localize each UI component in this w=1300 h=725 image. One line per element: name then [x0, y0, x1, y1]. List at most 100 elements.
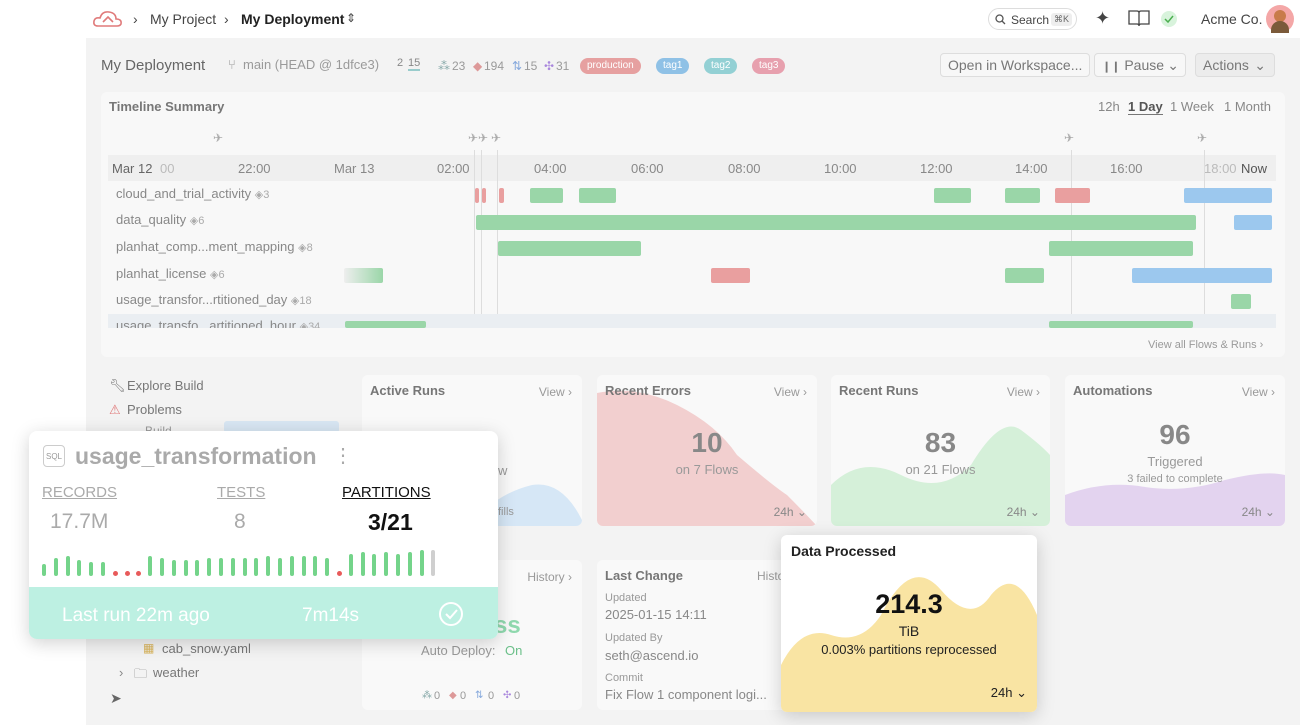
- run-bar-success[interactable]: [1049, 321, 1193, 328]
- partition-bar[interactable]: [266, 556, 271, 576]
- component-name[interactable]: usage_transformation: [75, 443, 317, 469]
- auto-deploy-value[interactable]: On: [505, 643, 523, 658]
- view-link[interactable]: View ›: [773, 385, 807, 399]
- partition-bar[interactable]: [278, 558, 282, 576]
- view-link[interactable]: View ›: [1006, 385, 1040, 399]
- records-tab[interactable]: RECORDS: [42, 484, 118, 501]
- problems-link[interactable]: Problems: [127, 402, 182, 417]
- run-bar-running[interactable]: [1184, 188, 1272, 203]
- partition-bar[interactable]: [195, 560, 200, 576]
- partition-bar[interactable]: [136, 571, 142, 576]
- book-icon[interactable]: [1128, 9, 1150, 27]
- range-select[interactable]: 24h ⌄: [773, 505, 807, 519]
- range-select[interactable]: 24h ⌄: [1006, 505, 1040, 519]
- partition-bar[interactable]: [42, 564, 46, 576]
- chevron-right-icon[interactable]: ›: [119, 665, 124, 680]
- range-select[interactable]: 24h ⌄: [990, 685, 1027, 700]
- range-1month[interactable]: 1 Month: [1224, 99, 1271, 114]
- tag-3[interactable]: tag3: [752, 58, 786, 74]
- org-name[interactable]: Acme Co.: [1201, 11, 1263, 27]
- folder-item[interactable]: weather: [153, 665, 200, 680]
- partition-bar[interactable]: [337, 571, 342, 576]
- run-bar-error[interactable]: [499, 188, 504, 203]
- pause-button[interactable]: ❙❙ Pause ⌄: [1094, 53, 1186, 77]
- run-bar-error[interactable]: [711, 268, 750, 283]
- breadcrumb-project[interactable]: My Project: [150, 11, 217, 27]
- partition-bar[interactable]: [207, 558, 212, 576]
- run-bar-success[interactable]: [1231, 294, 1251, 309]
- tag-1[interactable]: tag1: [656, 58, 690, 74]
- partition-bar[interactable]: [89, 562, 94, 576]
- sparkle-icon[interactable]: ✦: [1095, 8, 1111, 28]
- partition-bar[interactable]: [124, 571, 130, 576]
- partition-bar[interactable]: [419, 550, 424, 576]
- range-1day[interactable]: 1 Day: [1128, 99, 1163, 115]
- last-change-card[interactable]: Last Change Histo Updated 2025-01-15 14:…: [597, 560, 797, 710]
- partition-bar[interactable]: [372, 554, 377, 576]
- deploy-marker-icon[interactable]: ✈: [1064, 131, 1075, 145]
- partition-bar[interactable]: [148, 556, 153, 576]
- deploy-marker-icon[interactable]: ✈: [1197, 131, 1208, 145]
- chevron-down-icon[interactable]: ⌄: [1167, 57, 1179, 73]
- partition-bar[interactable]: [360, 552, 365, 576]
- view-all-flows-link[interactable]: View all Flows & Runs ›: [1148, 339, 1264, 351]
- partition-bar[interactable]: [313, 556, 318, 576]
- partition-bar[interactable]: [396, 554, 400, 576]
- run-bar-success[interactable]: [498, 241, 641, 256]
- file-item[interactable]: cab_snow.yaml: [162, 641, 251, 656]
- partition-bar[interactable]: [77, 560, 82, 576]
- run-bar-error[interactable]: [475, 188, 479, 203]
- partition-bar[interactable]: [254, 558, 259, 576]
- history-link[interactable]: Histo: [757, 569, 785, 583]
- avatar[interactable]: [1266, 5, 1294, 33]
- partitions-tab[interactable]: PARTITIONS: [342, 484, 431, 501]
- partition-bar[interactable]: [183, 560, 188, 576]
- breadcrumb-deployment[interactable]: My Deployment: [241, 11, 345, 27]
- run-bar-running[interactable]: [1132, 268, 1272, 283]
- run-bar-success[interactable]: [579, 188, 616, 203]
- view-link[interactable]: View ›: [1241, 385, 1275, 399]
- explore-build-link[interactable]: Explore Build: [127, 378, 204, 393]
- commit-value[interactable]: Fix Flow 1 component logi...: [605, 687, 767, 702]
- run-bar-success[interactable]: [345, 321, 426, 328]
- partition-bar[interactable]: [242, 558, 247, 576]
- partition-bar[interactable]: [53, 558, 58, 576]
- partition-bar[interactable]: [431, 550, 436, 576]
- branch-label[interactable]: main (HEAD @ 1dfce3): [243, 57, 380, 72]
- partition-bar[interactable]: [348, 554, 353, 576]
- run-bar-success[interactable]: [476, 215, 1196, 230]
- actions-button[interactable]: Actions ⌄: [1195, 53, 1275, 77]
- last-run-bar[interactable]: Last run 22m ago 7m14s: [29, 587, 498, 639]
- partition-bar[interactable]: [407, 552, 412, 576]
- tag-production[interactable]: production: [580, 58, 641, 74]
- run-bar-running[interactable]: [1234, 215, 1272, 230]
- data-processed-card[interactable]: Data Processed 214.3 TiB 0.003% partitio…: [781, 535, 1037, 712]
- partition-bar[interactable]: [230, 558, 235, 576]
- more-menu-icon[interactable]: ⋮: [333, 445, 353, 467]
- cloud-logo-icon[interactable]: [92, 8, 124, 30]
- recent-runs-card[interactable]: Recent Runs View › 83 on 21 Flows 24h ⌄: [831, 375, 1050, 526]
- range-12h[interactable]: 12h: [1098, 99, 1120, 114]
- chevron-updown-icon[interactable]: ⇕: [346, 11, 357, 25]
- flow-row-label[interactable]: planhat_license ◈6: [116, 266, 225, 281]
- partition-bar[interactable]: [171, 560, 176, 576]
- run-bar-success[interactable]: [1005, 188, 1040, 203]
- deploy-marker-icon[interactable]: ✈✈: [468, 131, 489, 145]
- run-bar-error[interactable]: [1055, 188, 1090, 203]
- tab-files[interactable]: [224, 421, 339, 433]
- partition-bar[interactable]: [65, 556, 70, 576]
- run-bar-success[interactable]: [530, 188, 563, 203]
- view-link[interactable]: View ›: [538, 385, 572, 399]
- flow-row-label[interactable]: planhat_comp...ment_mapping ◈8: [116, 239, 313, 254]
- tests-tab[interactable]: TESTS: [217, 484, 266, 501]
- history-link[interactable]: History ›: [527, 570, 572, 584]
- partition-bar[interactable]: [219, 558, 223, 576]
- partition-bar[interactable]: [289, 556, 294, 576]
- search-button[interactable]: Search ⌘K: [988, 8, 1077, 30]
- flow-row-label[interactable]: data_quality ◈6: [116, 212, 204, 227]
- partition-bar[interactable]: [112, 571, 118, 576]
- tag-2[interactable]: tag2: [704, 58, 738, 74]
- partition-bar[interactable]: [325, 558, 330, 576]
- deploy-marker-icon[interactable]: ✈: [491, 131, 502, 145]
- flow-row-label[interactable]: usage_transfor...rtitioned_day ◈18: [116, 292, 312, 307]
